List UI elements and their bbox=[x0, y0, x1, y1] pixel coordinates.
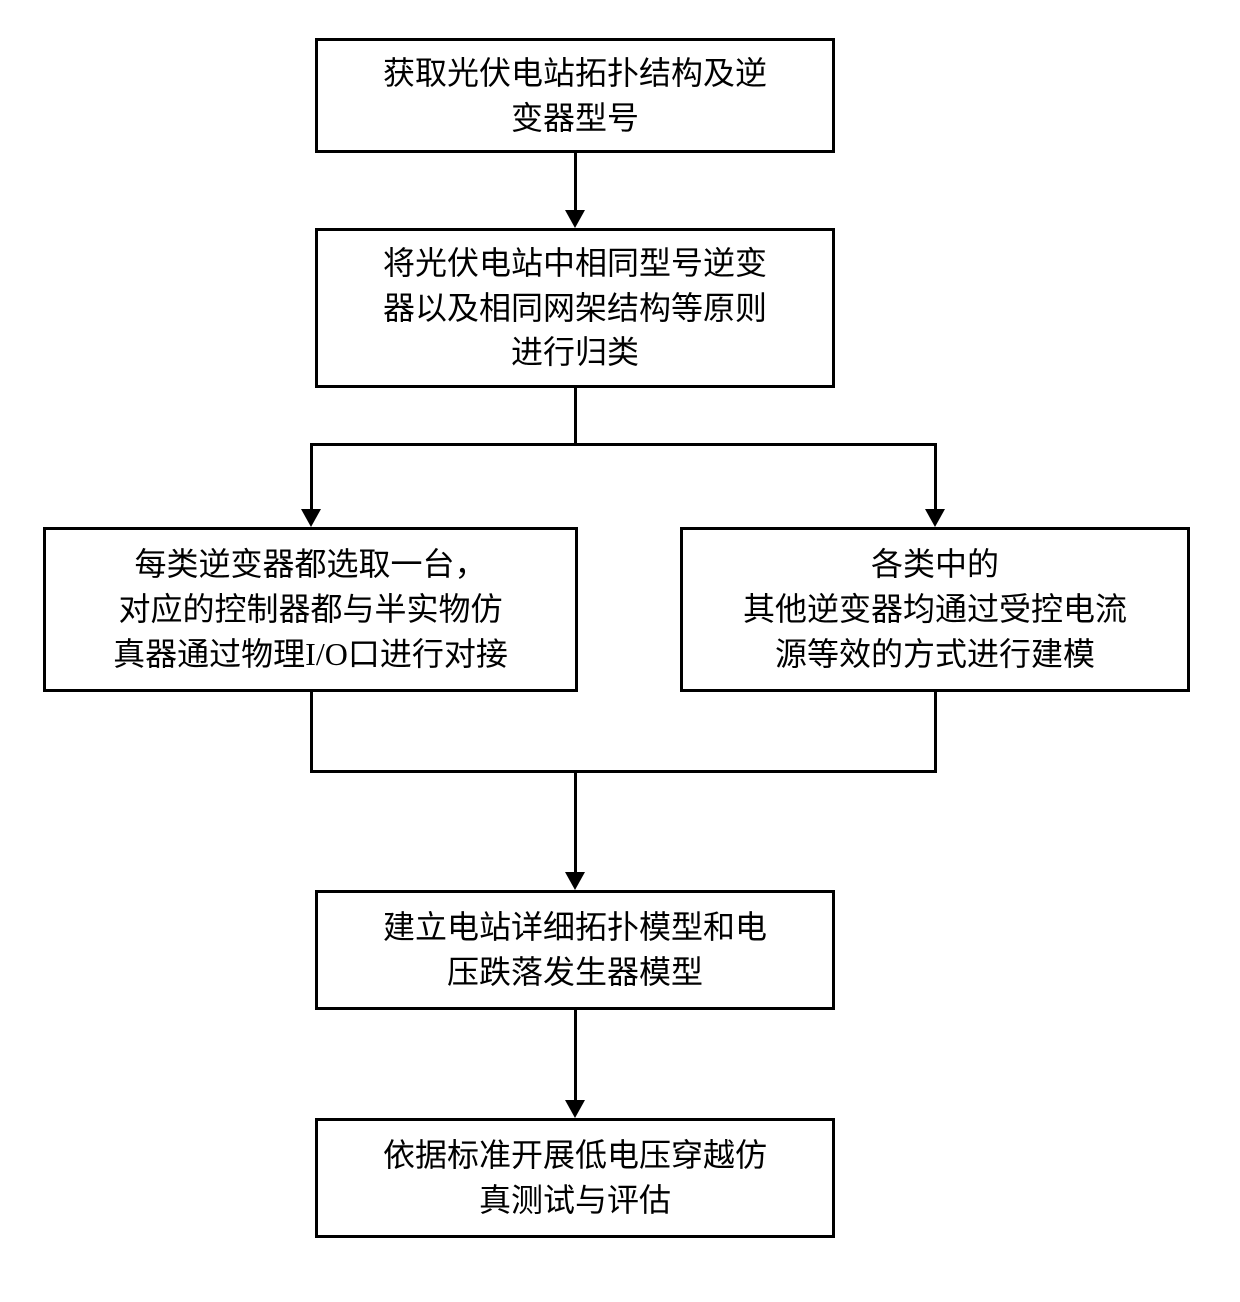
node-select-controller: 每类逆变器都选取一台，对应的控制器都与半实物仿真器通过物理I/O口进行对接 bbox=[43, 527, 578, 692]
arrow-n5-n6 bbox=[565, 1100, 585, 1118]
edge-merge-right-v bbox=[934, 692, 937, 770]
node-build-topology-model: 建立电站详细拓扑模型和电压跌落发生器模型 bbox=[315, 890, 835, 1010]
node-text: 每类逆变器都选取一台，对应的控制器都与半实物仿真器通过物理I/O口进行对接 bbox=[113, 542, 508, 676]
edge-merge-center-v bbox=[574, 770, 577, 873]
node-text: 建立电站详细拓扑模型和电压跌落发生器模型 bbox=[383, 905, 767, 995]
node-controlled-current-source: 各类中的其他逆变器均通过受控电流源等效的方式进行建模 bbox=[680, 527, 1190, 692]
edge-merge-left-v bbox=[310, 692, 313, 770]
edge-n1-n2 bbox=[574, 153, 577, 211]
arrow-split-right bbox=[925, 509, 945, 527]
node-classify-inverters: 将光伏电站中相同型号逆变器以及相同网架结构等原则进行归类 bbox=[315, 228, 835, 388]
flowchart-canvas: 获取光伏电站拓扑结构及逆变器型号 将光伏电站中相同型号逆变器以及相同网架结构等原… bbox=[0, 0, 1240, 1302]
node-text: 依据标准开展低电压穿越仿真测试与评估 bbox=[383, 1133, 767, 1223]
node-text: 将光伏电站中相同型号逆变器以及相同网架结构等原则进行归类 bbox=[383, 241, 767, 375]
edge-n5-n6 bbox=[574, 1010, 577, 1101]
arrow-n1-n2 bbox=[565, 210, 585, 228]
node-acquire-topology: 获取光伏电站拓扑结构及逆变器型号 bbox=[315, 38, 835, 153]
arrow-split-left bbox=[301, 509, 321, 527]
node-lvrt-test: 依据标准开展低电压穿越仿真测试与评估 bbox=[315, 1118, 835, 1238]
arrow-merge bbox=[565, 872, 585, 890]
node-text: 各类中的其他逆变器均通过受控电流源等效的方式进行建模 bbox=[743, 542, 1127, 676]
edge-n2-split-h bbox=[310, 443, 937, 446]
node-text: 获取光伏电站拓扑结构及逆变器型号 bbox=[383, 51, 767, 141]
edge-merge-h bbox=[310, 770, 937, 773]
edge-split-right-v bbox=[934, 443, 937, 510]
edge-split-left-v bbox=[310, 443, 313, 510]
edge-n2-split-v bbox=[574, 388, 577, 443]
